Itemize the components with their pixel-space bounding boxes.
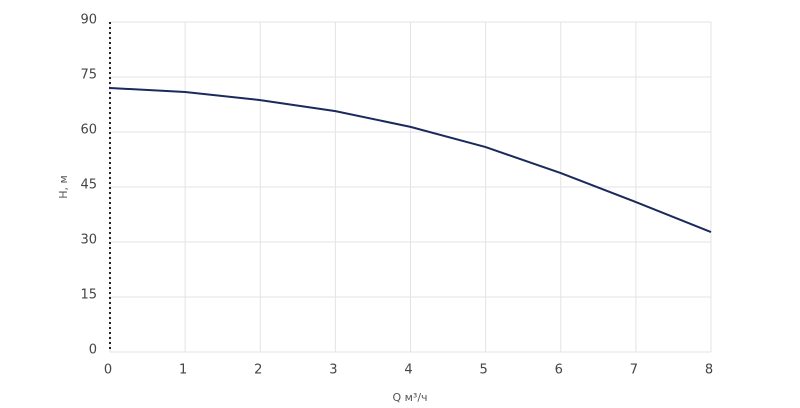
x-tick-label: 1 bbox=[179, 363, 187, 378]
x-tick-label: 7 bbox=[630, 363, 638, 378]
y-tick-label: 15 bbox=[80, 288, 97, 303]
x-tick-label: 8 bbox=[705, 363, 713, 378]
data-line bbox=[109, 87, 712, 234]
y-tick-label: 30 bbox=[80, 233, 97, 248]
x-axis-label: Q м³/ч bbox=[392, 391, 427, 404]
x-tick-label: 6 bbox=[555, 363, 563, 378]
y-tick-label: 45 bbox=[80, 178, 97, 193]
y-axis-label: H, м bbox=[57, 175, 70, 199]
x-tick-label: 5 bbox=[479, 363, 487, 378]
y-tick-label: 60 bbox=[80, 123, 97, 138]
y-tick-label: 75 bbox=[80, 68, 97, 83]
x-tick-label: 0 bbox=[104, 363, 112, 378]
x-tick-label: 2 bbox=[254, 363, 262, 378]
x-tick-label: 4 bbox=[404, 363, 412, 378]
y-tick-label: 0 bbox=[89, 343, 97, 358]
x-tick-label: 3 bbox=[329, 363, 337, 378]
y-tick-label: 90 bbox=[80, 13, 97, 28]
